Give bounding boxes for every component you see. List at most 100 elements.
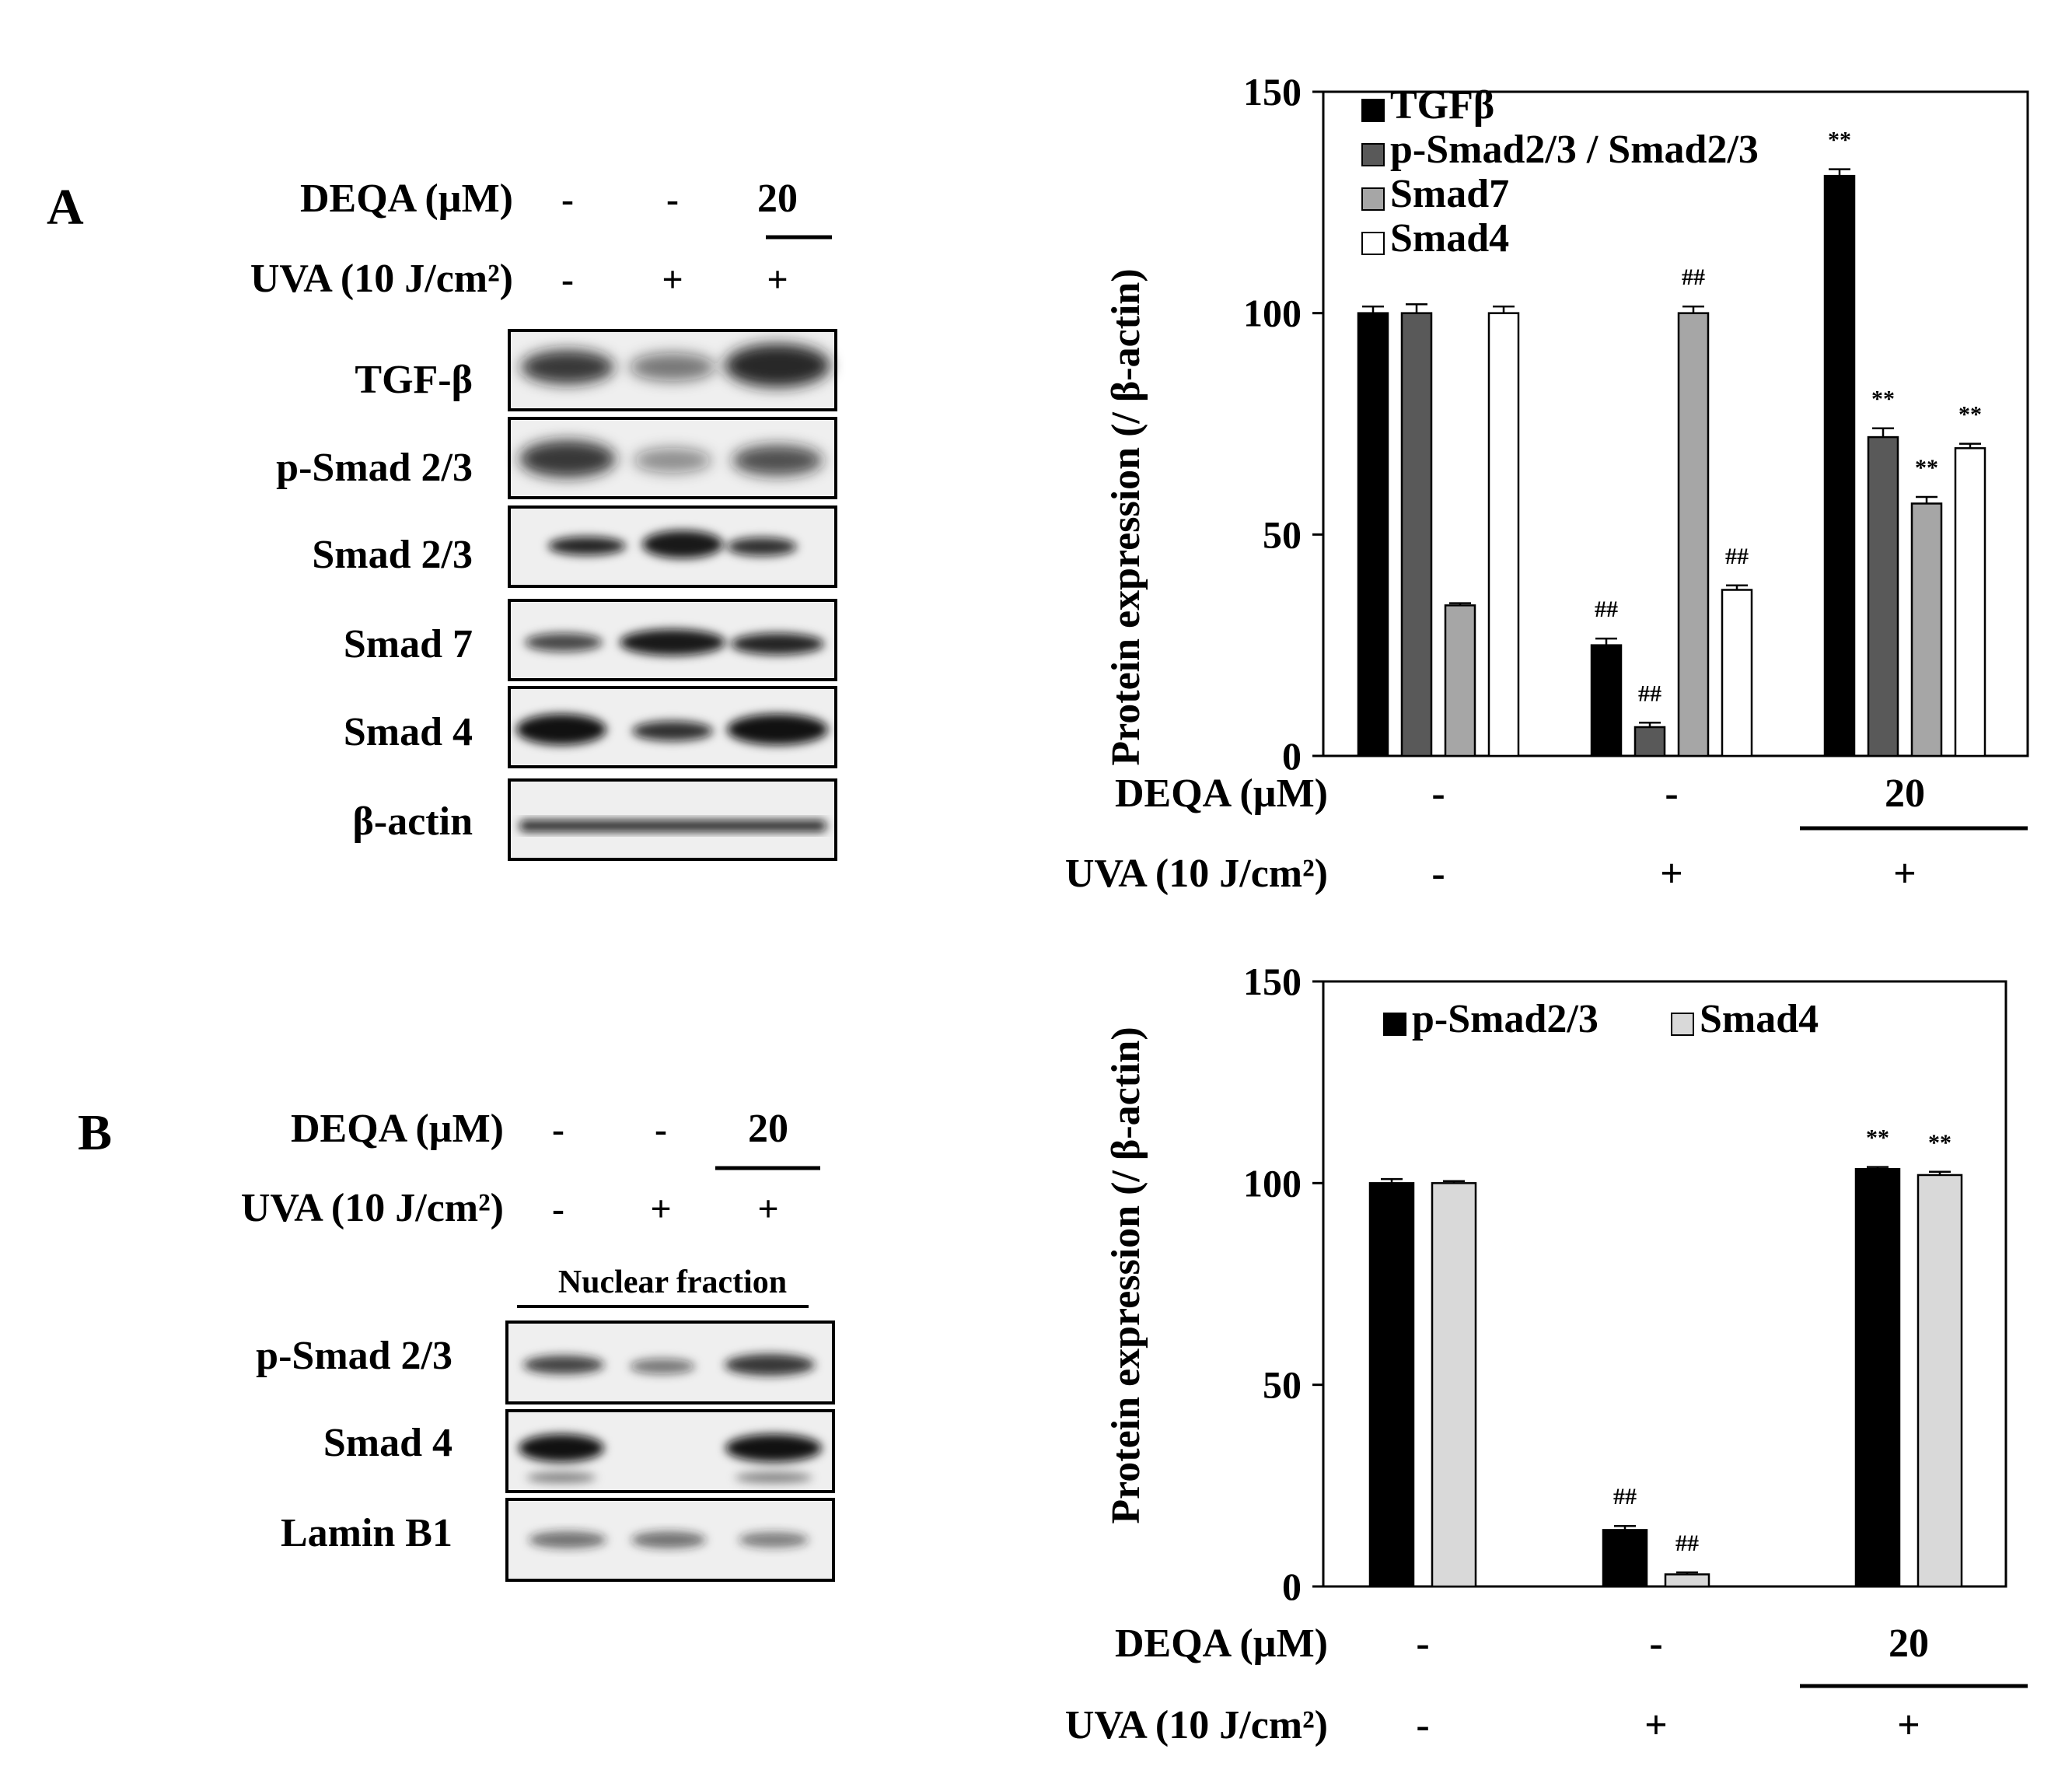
panel-a-uva-value: + xyxy=(767,259,788,300)
chart-b-uva-value: + xyxy=(1897,1703,1920,1747)
panel-b-deqa-value: 20 xyxy=(748,1107,788,1151)
blot-label-p-smad23: p-Smad 2/3 xyxy=(276,446,473,490)
legend-swatch xyxy=(1361,232,1385,255)
bar-a-s1-c1 xyxy=(1633,726,1666,757)
bar-a-s3-c0 xyxy=(1487,312,1520,757)
blot-beta-actin-bands xyxy=(519,820,826,831)
chart-a-plot-frame xyxy=(1322,90,2029,757)
chart-a-y-axis-label: Protein expression (/ β-actin) xyxy=(1104,268,1148,765)
legend-swatch xyxy=(1361,99,1385,122)
blot-label-tgf-beta: TGF-β xyxy=(355,358,473,402)
blot-p-smad23-bands xyxy=(519,440,823,477)
bar-a-s0-c2 xyxy=(1823,174,1856,757)
significance-mark: ** xyxy=(1866,1125,1889,1151)
panel-b-uva-value: + xyxy=(757,1188,778,1230)
panel-a-letter: A xyxy=(47,179,84,236)
chart-b-uva-label: UVA (10 J/cm²) xyxy=(1065,1703,1328,1747)
chart-a-y-tick-label: 50 xyxy=(1263,512,1302,556)
chart-b-deqa-value: - xyxy=(1416,1621,1429,1666)
legend-label: p-Smad2/3 / Smad2/3 xyxy=(1390,128,1759,172)
chart-b-y-tick-label: 100 xyxy=(1243,1161,1302,1205)
chart-b-y-tick-label: 150 xyxy=(1243,960,1302,1003)
chart-b-deqa-value: - xyxy=(1649,1621,1662,1666)
panel-a-uva-value: - xyxy=(561,259,574,300)
blot-tgf-beta-bands xyxy=(521,344,830,387)
blot-smad23-bands xyxy=(548,530,797,558)
blot-label-smad4: Smad 4 xyxy=(344,710,473,754)
chart-a-deqa-label: DEQA (µM) xyxy=(1115,771,1328,816)
significance-mark: ** xyxy=(1828,128,1851,153)
bar-a-s0-c1 xyxy=(1590,644,1623,757)
blot-beta-actin xyxy=(508,778,837,861)
bar-a-s2-c1 xyxy=(1677,312,1710,757)
panel-a-deqa-value: 20 xyxy=(757,177,798,221)
chart-a-y-tick-label: 100 xyxy=(1243,292,1302,335)
legend-swatch xyxy=(1383,1013,1406,1036)
chart-b-uva-value: - xyxy=(1416,1703,1429,1747)
bar-b-s0-c0 xyxy=(1368,1182,1415,1588)
blot-label-smad23: Smad 2/3 xyxy=(312,533,473,577)
legend-label: Smad4 xyxy=(1700,997,1819,1041)
bar-a-s3-c2 xyxy=(1954,447,1986,757)
bar-a-s3-c1 xyxy=(1721,589,1753,757)
panel-a-blots: A DEQA (µM) UVA (10 J/cm²) - - 20 - + + … xyxy=(47,177,837,861)
panel-b-uva-label: UVA (10 J/cm²) xyxy=(241,1186,504,1230)
blot-smad7-bands xyxy=(525,629,824,656)
panel-a-deqa-value: - xyxy=(666,179,679,220)
chart-a-y-tick-label: 150 xyxy=(1243,70,1302,114)
significance-mark: ** xyxy=(1871,387,1895,412)
chart-b-y-tick-label: 0 xyxy=(1282,1565,1302,1608)
bar-b-s0-c2 xyxy=(1854,1167,1901,1588)
blot-label-lamin-b1: Lamin B1 xyxy=(281,1511,452,1555)
chart-b-deqa-value: 20 xyxy=(1889,1621,1929,1666)
chart-a-uva-value: - xyxy=(1431,852,1445,896)
legend-label: p-Smad2/3 xyxy=(1412,997,1599,1041)
legend-swatch xyxy=(1361,187,1385,211)
chart-a-uva-value: + xyxy=(1660,852,1683,896)
panel-b-uva-value: - xyxy=(552,1188,564,1230)
bar-a-s1-c0 xyxy=(1400,312,1433,757)
significance-mark: ## xyxy=(1725,544,1749,569)
significance-mark: ## xyxy=(1675,1530,1699,1556)
legend-label: TGFβ xyxy=(1390,83,1494,128)
blot-label-beta-actin: β-actin xyxy=(353,799,473,844)
bar-b-s1-c2 xyxy=(1917,1174,1963,1588)
chart-a-uva-label: UVA (10 J/cm²) xyxy=(1065,852,1328,896)
chart-a-y-tick-label: 0 xyxy=(1282,734,1302,778)
bar-a-s2-c0 xyxy=(1444,604,1476,757)
panel-b-deqa-value: - xyxy=(552,1109,564,1150)
significance-mark: ** xyxy=(1915,455,1938,481)
legend-swatch xyxy=(1671,1013,1694,1036)
blot-smad4-bands xyxy=(516,714,828,745)
legend-swatch xyxy=(1361,143,1385,166)
panel-b-deqa-value: - xyxy=(655,1109,667,1150)
significance-mark: ## xyxy=(1682,264,1705,290)
panel-a-uva-label: UVA (10 J/cm²) xyxy=(250,257,513,301)
chart-a-uva-value: + xyxy=(1893,852,1917,896)
chart-a-deqa-value: - xyxy=(1665,771,1678,816)
panel-b-letter: B xyxy=(78,1104,112,1161)
legend-label: Smad7 xyxy=(1390,172,1509,216)
blot-lamin-b1-bands xyxy=(529,1531,809,1548)
significance-mark: ** xyxy=(1958,402,1982,428)
blot-nuclear-p-smad23-bands xyxy=(523,1354,815,1376)
panel-b-deqa-label: DEQA (µM) xyxy=(291,1107,504,1151)
bar-b-s1-c0 xyxy=(1431,1182,1477,1588)
bar-b-s1-c1 xyxy=(1664,1573,1710,1588)
bar-a-s2-c2 xyxy=(1910,502,1943,757)
bar-a-s1-c2 xyxy=(1867,436,1899,757)
significance-mark: ## xyxy=(1638,680,1661,706)
panel-a-uva-value: + xyxy=(662,259,683,300)
nuclear-fraction-label: Nuclear fraction xyxy=(558,1265,787,1300)
significance-mark: ** xyxy=(1928,1130,1951,1156)
chart-b-y-axis-label: Protein expression (/ β-actin) xyxy=(1104,1027,1148,1523)
blot-label-nuclear-p-smad23: p-Smad 2/3 xyxy=(256,1334,452,1378)
chart-b-plot-frame xyxy=(1322,980,2007,1588)
chart-b-uva-value: + xyxy=(1644,1703,1668,1747)
panel-b-blots: B DEQA (µM) UVA (10 J/cm²) - - 20 - + + … xyxy=(78,1104,835,1582)
bar-b-s0-c1 xyxy=(1602,1529,1648,1588)
chart-a-deqa-value: 20 xyxy=(1885,771,1925,816)
bar-a-s0-c0 xyxy=(1357,312,1389,757)
chart-b-y-tick-label: 50 xyxy=(1263,1363,1302,1407)
